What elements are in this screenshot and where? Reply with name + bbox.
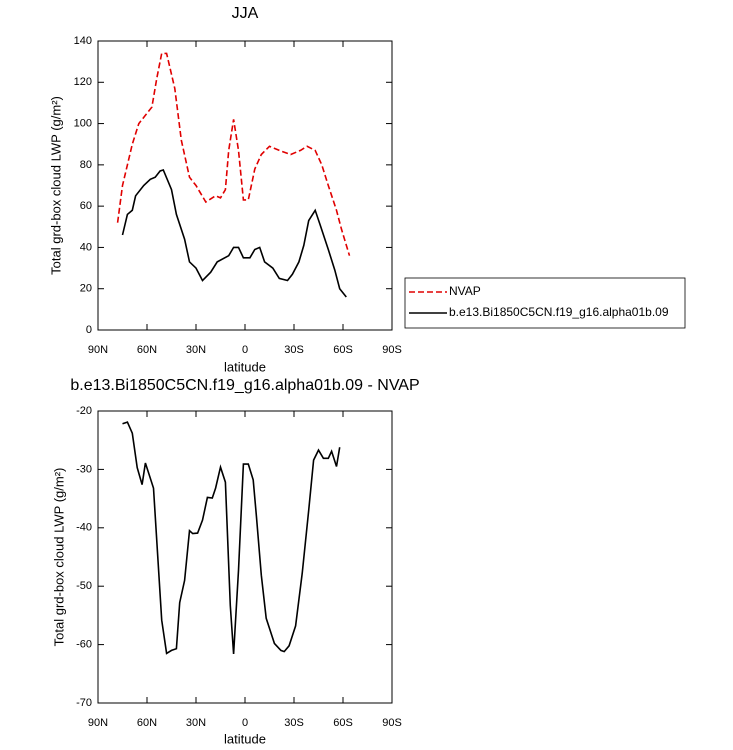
chart-title: b.e13.Bi1850C5CN.f19_g16.alpha01b.09 - N… — [70, 377, 419, 394]
y-tick-label: 100 — [74, 117, 92, 129]
x-tick-label: 90N — [88, 717, 108, 729]
y-tick-label: -40 — [76, 522, 92, 534]
x-tick-label: 30N — [186, 717, 206, 729]
y-tick-label: 60 — [80, 200, 92, 212]
legend-text: b.e13.Bi1850C5CN.f19_g16.alpha01b.09 — [449, 305, 669, 319]
y-tick-label: 140 — [74, 35, 92, 47]
data-line — [116, 52, 351, 256]
data-line — [122, 421, 341, 655]
x-tick-label: 0 — [242, 344, 248, 356]
legend-text: NVAP — [449, 284, 481, 298]
y-tick-label: 80 — [80, 159, 92, 171]
y-tick-label: 40 — [80, 241, 92, 253]
x-tick-label: 90N — [88, 344, 108, 356]
chart-title: JJA — [232, 5, 259, 22]
x-tick-label: 60S — [333, 344, 353, 356]
y-tick-label: -30 — [76, 463, 92, 475]
y-tick-label: -70 — [76, 697, 92, 709]
x-tick-label: 30N — [186, 344, 206, 356]
y-axis-label: Total grd-box cloud LWP (g/m²) — [48, 96, 63, 275]
x-axis-label: latitude — [224, 359, 266, 374]
legend-box — [404, 277, 686, 329]
data-line — [121, 169, 347, 298]
y-tick-label: -60 — [76, 639, 92, 651]
y-tick-label: -20 — [76, 405, 92, 417]
x-tick-label: 90S — [382, 344, 402, 356]
y-axis-label: Total grd-box cloud LWP (g/m²) — [51, 468, 66, 647]
y-tick-label: 20 — [80, 283, 92, 295]
x-tick-label: 0 — [242, 717, 248, 729]
y-tick-label: 120 — [74, 76, 92, 88]
x-tick-label: 60N — [137, 344, 157, 356]
x-tick-label: 60N — [137, 717, 157, 729]
plot-frame — [97, 40, 393, 331]
x-tick-label: 30S — [284, 717, 304, 729]
y-tick-label: -50 — [76, 580, 92, 592]
x-tick-label: 60S — [333, 717, 353, 729]
x-axis-label: latitude — [224, 731, 266, 746]
x-tick-label: 30S — [284, 344, 304, 356]
plot-frame — [97, 410, 393, 704]
y-tick-label: 0 — [86, 324, 92, 336]
x-tick-label: 90S — [382, 717, 402, 729]
